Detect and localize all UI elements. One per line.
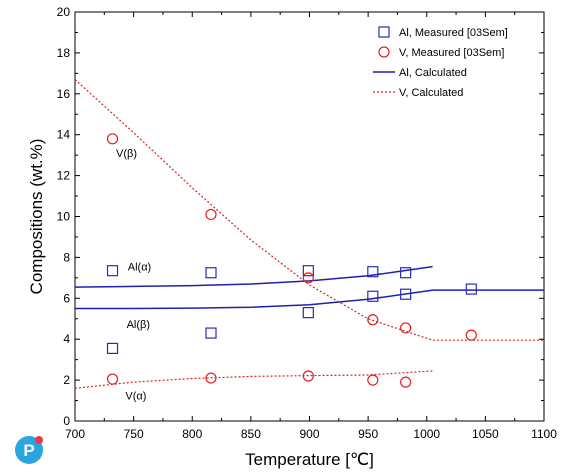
v-measured-point (465, 329, 477, 341)
logo-mark (15, 436, 43, 464)
v-measured-point (106, 373, 119, 385)
al-measured-point (302, 307, 314, 319)
legend-label: V, Calculated (399, 87, 463, 99)
al-measured-point (106, 265, 119, 277)
legend-label: Al, Measured [03Sem] (399, 27, 508, 39)
y-tick-label: 18 (57, 46, 71, 60)
x-tick-label: 850 (241, 427, 261, 441)
v-measured-point (400, 376, 412, 388)
series-line-v-calculated-0 (74, 79, 544, 341)
v-measured-point (205, 372, 217, 384)
al-measured-point (465, 283, 477, 295)
x-tick-label: 800 (182, 427, 202, 441)
v-measured-point (302, 370, 314, 382)
phase-annotations: V(β) Al(α) Al(β) V(α) (116, 148, 151, 402)
phase-label: Al(α) (128, 262, 151, 274)
al-measured-point (302, 265, 314, 277)
al-measured-point (367, 290, 379, 302)
y-tick-label: 6 (63, 291, 70, 305)
v-measured-point (367, 314, 379, 326)
measured-markers (106, 133, 477, 388)
x-tick-label: 1000 (413, 427, 440, 441)
al-measured-point (400, 288, 412, 300)
y-tick-label: 4 (63, 332, 70, 346)
x-axis-title: Temperature [℃] (245, 450, 374, 469)
series-line-al-calculated-1 (75, 289, 544, 310)
y-tick-label: 20 (57, 5, 71, 19)
legend-marker-circle (378, 46, 390, 58)
phase-label: Al(β) (127, 319, 150, 331)
x-tick-label: 750 (124, 427, 144, 441)
v-measured-point (205, 208, 217, 221)
plot-frame (74, 11, 545, 422)
legend-label: V, Measured [03Sem] (399, 47, 504, 59)
x-tick-label: 900 (299, 427, 319, 441)
al-measured-point (205, 267, 217, 279)
logo: P (15, 436, 43, 464)
y-tick-label: 14 (57, 128, 71, 142)
al-measured-point (367, 266, 379, 278)
v-measured-point (367, 374, 379, 386)
legend: Al, Measured [03Sem] V, Measured [03Sem] A… (373, 26, 508, 99)
y-tick-label: 10 (57, 210, 71, 224)
x-tick-label: 950 (358, 427, 378, 441)
al-measured-point (400, 267, 412, 279)
y-axis-title: Compositions (wt.%) (27, 139, 46, 295)
x-tick-label: 1050 (472, 427, 499, 441)
x-tick-label: 1100 (531, 427, 557, 441)
y-tick-label: 8 (63, 250, 70, 264)
logo-accent (35, 436, 43, 444)
logo-letter: P (23, 441, 34, 460)
phase-label: V(α) (125, 391, 146, 403)
v-measured-point (400, 322, 412, 334)
x-tick-label: 700 (65, 427, 85, 441)
calculated-lines (74, 79, 544, 389)
v-measured-point (302, 272, 314, 284)
axes: 700 750 800 850 900 950 1000 1050 1100 0 2 4 6 8 10 12 1… (57, 5, 558, 441)
y-tick-label: 16 (57, 87, 71, 101)
phase-label: V(β) (116, 148, 137, 160)
y-tick-label: 0 (63, 414, 70, 428)
al-measured-point (106, 342, 119, 355)
legend-label: Al, Calculated (399, 67, 467, 79)
legend-marker-square (378, 26, 390, 38)
y-tick-label: 2 (63, 373, 70, 387)
al-measured-point (205, 327, 217, 339)
y-tick-label: 12 (57, 169, 71, 183)
v-measured-point (106, 133, 119, 145)
series-line-v-calculated-1 (74, 370, 433, 389)
